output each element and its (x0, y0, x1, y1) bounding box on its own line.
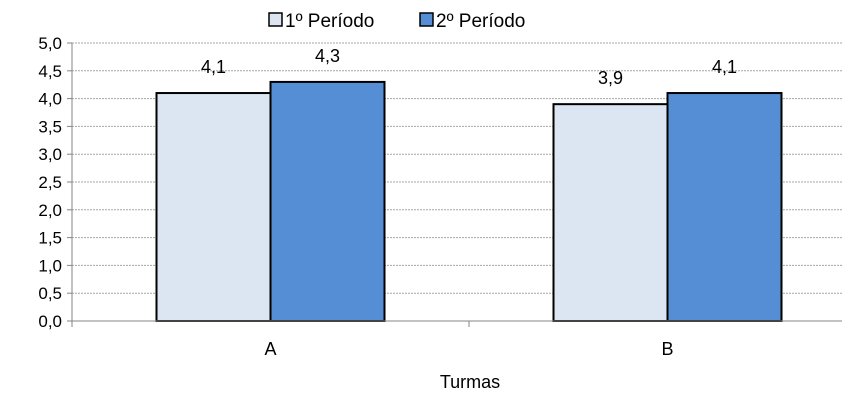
y-tick-label: 4,0 (38, 90, 62, 109)
bar (155, 92, 272, 323)
x-axis-title: Turmas (440, 372, 500, 392)
y-tick-label: 3,5 (38, 117, 62, 136)
bar (269, 80, 386, 322)
y-tick-label: 5,0 (38, 34, 62, 53)
legend-swatch (419, 12, 434, 27)
y-tick-label: 3,0 (38, 145, 62, 164)
bar (552, 103, 669, 322)
y-tick-label: 2,0 (38, 201, 62, 220)
legend-label: 1º Período (285, 11, 374, 32)
data-label: 4,3 (315, 46, 340, 66)
data-label: 4,1 (712, 57, 737, 77)
y-tick-label: 2,5 (38, 173, 62, 192)
bar (666, 92, 783, 323)
legend-label: 2º Período (436, 11, 525, 32)
y-tick-label: 0,5 (38, 284, 62, 303)
legend: 1º Período 2º Período (268, 11, 525, 32)
data-label: 3,9 (598, 68, 623, 88)
y-tick-label: 1,5 (38, 229, 62, 248)
legend-swatch (268, 12, 283, 27)
data-labels: 4,1 4,3 3,9 4,1 (201, 46, 737, 88)
axes (67, 42, 842, 327)
y-tick-label: 0,0 (38, 312, 62, 331)
x-category-label: A (264, 339, 276, 359)
y-tick-label: 1,0 (38, 256, 62, 275)
bars (155, 80, 783, 323)
y-tick-label: 4,5 (38, 62, 62, 81)
x-category-label: B (661, 339, 673, 359)
y-tick-labels: 0,0 0,5 1,0 1,5 2,0 2,5 3,0 3,5 4,0 4,5 5,0 (38, 34, 62, 331)
data-label: 4,1 (201, 57, 226, 77)
